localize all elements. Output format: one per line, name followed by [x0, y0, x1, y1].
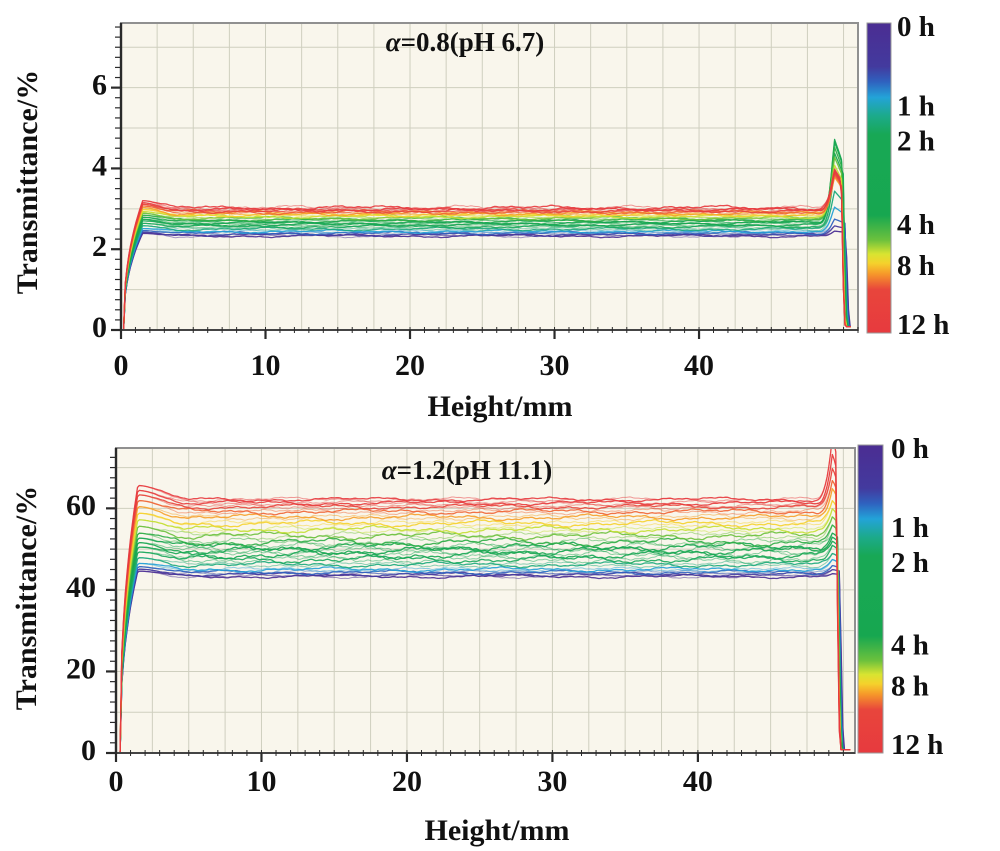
scan-line-0h-b [119, 570, 851, 753]
x-tick-label: 10 [246, 765, 276, 798]
x-tick-label: 20 [392, 765, 422, 798]
y-tick-label: 0 [81, 734, 96, 767]
scan-line-9h-b [119, 480, 851, 753]
y-tick-label: 0 [92, 311, 107, 344]
scan-line-0.33h-b [119, 568, 851, 753]
y-tick-label: 20 [66, 652, 96, 685]
scan-line-2.5h-b [119, 540, 851, 753]
scan-line-1h-b [123, 206, 851, 330]
scan-line-1h-b [119, 559, 851, 753]
scan-curves [122, 138, 851, 330]
y-axis-title: Transmittance/% [10, 486, 43, 710]
scan-line-8h-b [119, 488, 851, 753]
plot-area [116, 448, 855, 753]
scan-line-12h-b [119, 448, 851, 753]
scan-line-11h-b [119, 454, 851, 753]
colorbar-label: 0 h [897, 11, 935, 43]
x-tick-label: 40 [684, 349, 714, 382]
x-tick-label: 30 [540, 349, 570, 382]
x-tick-label: 0 [109, 765, 124, 798]
scan-line-10h-b [119, 468, 851, 753]
chart-transmittance-alpha-0.8: 0 2 4 6 0 10 20 30 40 Height/mm Transmittance/% α=0… [11, 11, 950, 423]
scan-line-5h-b [119, 516, 851, 753]
colorbar-label: 1 h [891, 512, 929, 544]
chart-transmittance-alpha-1.2: 0 20 40 60 0 10 20 30 40 Height/mm Transmittance/%… [10, 433, 944, 847]
colorbar-label: 2 h [891, 547, 929, 579]
x-axis-title: Height/mm [425, 814, 570, 847]
x-tick-label: 20 [395, 349, 425, 382]
scan-line-2h [119, 544, 851, 753]
y-tick-label: 40 [66, 571, 96, 604]
colorbar-label: 8 h [897, 250, 935, 282]
scan-line-6h-b [119, 508, 851, 753]
scan-line-7h [119, 500, 851, 753]
scan-line-4h [119, 524, 851, 753]
colorbar-label: 12 h [891, 729, 943, 761]
y-tick-label: 4 [92, 149, 107, 182]
x-tick-label: 10 [251, 349, 281, 382]
scan-line-1h [119, 558, 851, 753]
y-tick-label: 2 [92, 230, 107, 263]
scan-line-2h-b [119, 544, 851, 753]
time-colorbar [866, 22, 892, 334]
panel-title: α=1.2(pH 11.1) [382, 455, 553, 485]
scan-line-8h [119, 488, 851, 753]
scan-line-7h-b [119, 500, 851, 753]
x-tick-label: 40 [683, 765, 713, 798]
colorbar-label: 4 h [897, 209, 935, 241]
y-tick-label: 6 [92, 69, 107, 102]
x-tick-label: 0 [114, 349, 129, 382]
x-axis [119, 327, 859, 339]
x-axis [114, 750, 855, 762]
scan-line-5h [119, 516, 851, 753]
colorbar-label: 2 h [897, 126, 935, 158]
scan-line-9h [119, 479, 851, 753]
colorbar-label: 8 h [891, 671, 929, 703]
x-axis-title: Height/mm [428, 390, 573, 423]
scan-line-10h [119, 467, 851, 753]
colorbar-label: 1 h [897, 91, 935, 123]
colorbar-label: 12 h [897, 309, 949, 341]
scan-line-2.5h [122, 152, 851, 330]
y-axis [111, 23, 123, 332]
time-colorbar [857, 444, 884, 754]
y-tick-label: 60 [66, 489, 96, 522]
scan-line-12h-b [123, 168, 851, 330]
scan-line-1.5h-b [119, 553, 851, 753]
y-axis-title: Transmittance/% [11, 70, 44, 294]
colorbar-label: 4 h [891, 630, 929, 662]
scan-line-0.67h-b [119, 565, 851, 753]
colorbar-label: 0 h [891, 433, 929, 465]
scan-line-2.5h [119, 540, 851, 753]
scan-curves [119, 448, 851, 753]
panel-title: α=0.8(pH 6.7) [386, 27, 545, 57]
scan-line-2h [122, 170, 851, 330]
x-tick-label: 30 [537, 765, 567, 798]
scan-line-4h-b [119, 524, 851, 753]
y-axis [106, 448, 118, 755]
plot-area [121, 23, 858, 330]
